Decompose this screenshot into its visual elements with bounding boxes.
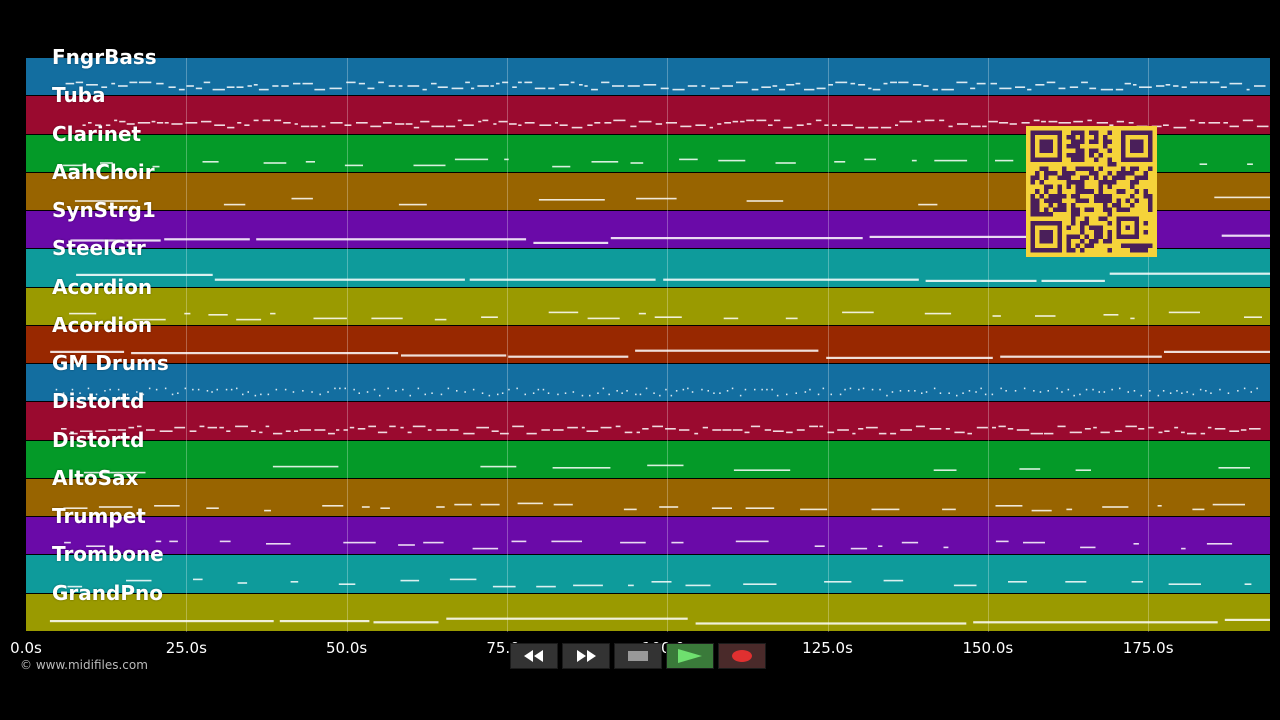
gridline	[186, 58, 188, 632]
fast-forward-button[interactable]	[562, 643, 610, 669]
note-lane	[76, 272, 1270, 283]
gridline	[667, 58, 669, 632]
qr-code-icon	[1026, 126, 1157, 257]
track-row	[26, 364, 1270, 402]
note-lane	[64, 540, 1233, 550]
gridline	[1148, 58, 1150, 632]
track-label: Clarinet	[52, 121, 142, 146]
gridline	[346, 58, 348, 632]
gridline	[827, 58, 829, 632]
note-lane	[67, 579, 1252, 588]
track-label: FngrBass	[52, 45, 157, 69]
track-label: AltoSax	[52, 465, 139, 490]
gridline	[506, 58, 508, 632]
track-row	[26, 593, 1270, 631]
record-button[interactable]	[718, 643, 766, 669]
fast-forward-icon	[577, 650, 596, 662]
tick-label: 150.0s	[962, 639, 1014, 657]
track-label: Trombone	[52, 542, 164, 567]
note-lane	[50, 349, 1270, 359]
tick-label: 50.0s	[326, 639, 368, 657]
play-icon	[678, 649, 702, 663]
note-lane	[55, 387, 1258, 397]
track-row	[26, 325, 1270, 364]
note-lane	[69, 311, 1262, 320]
track-label: Distortd	[52, 389, 145, 414]
track-row	[26, 287, 1270, 325]
note-lane	[65, 81, 1266, 91]
track-label: GrandPno	[52, 580, 163, 605]
note-lane	[61, 425, 1261, 435]
track-row	[26, 555, 1270, 593]
rewind-button[interactable]	[510, 643, 558, 669]
gridline	[987, 58, 989, 632]
track-row	[26, 440, 1270, 478]
track-label: SteelGtr	[52, 236, 146, 261]
record-icon	[732, 650, 752, 662]
stop-icon	[628, 651, 648, 661]
play-button[interactable]	[666, 643, 714, 669]
track-label: GM Drums	[52, 351, 169, 376]
copyright-text: © www.midifiles.com	[20, 658, 148, 672]
track-row	[26, 402, 1270, 440]
note-lane	[83, 464, 1250, 474]
note-lane	[82, 119, 1269, 129]
track-label: Tuba	[52, 83, 106, 108]
note-lane	[74, 196, 1270, 206]
track-label: Distortd	[52, 427, 145, 452]
tick-label: 25.0s	[165, 639, 207, 657]
track-label: AahChoir	[52, 159, 155, 184]
track-row	[26, 58, 1270, 96]
tick-label: 0.0s	[10, 639, 42, 657]
track-row	[26, 517, 1270, 555]
track-label: SynStrg1	[52, 198, 156, 223]
tick-label: 125.0s	[802, 639, 853, 657]
stop-button[interactable]	[614, 643, 662, 669]
rewind-icon	[524, 650, 543, 662]
track-label: Acordion	[52, 274, 153, 299]
track-label: Trumpet	[52, 504, 146, 529]
track-row	[26, 478, 1270, 517]
note-lane	[62, 158, 1253, 167]
note-lane	[49, 617, 1270, 625]
tick-label: 175.0s	[1122, 639, 1174, 657]
note-lane	[70, 234, 1270, 245]
transport-controls	[510, 643, 766, 669]
note-lane	[63, 502, 1245, 512]
track-label: Acordion	[52, 312, 153, 337]
